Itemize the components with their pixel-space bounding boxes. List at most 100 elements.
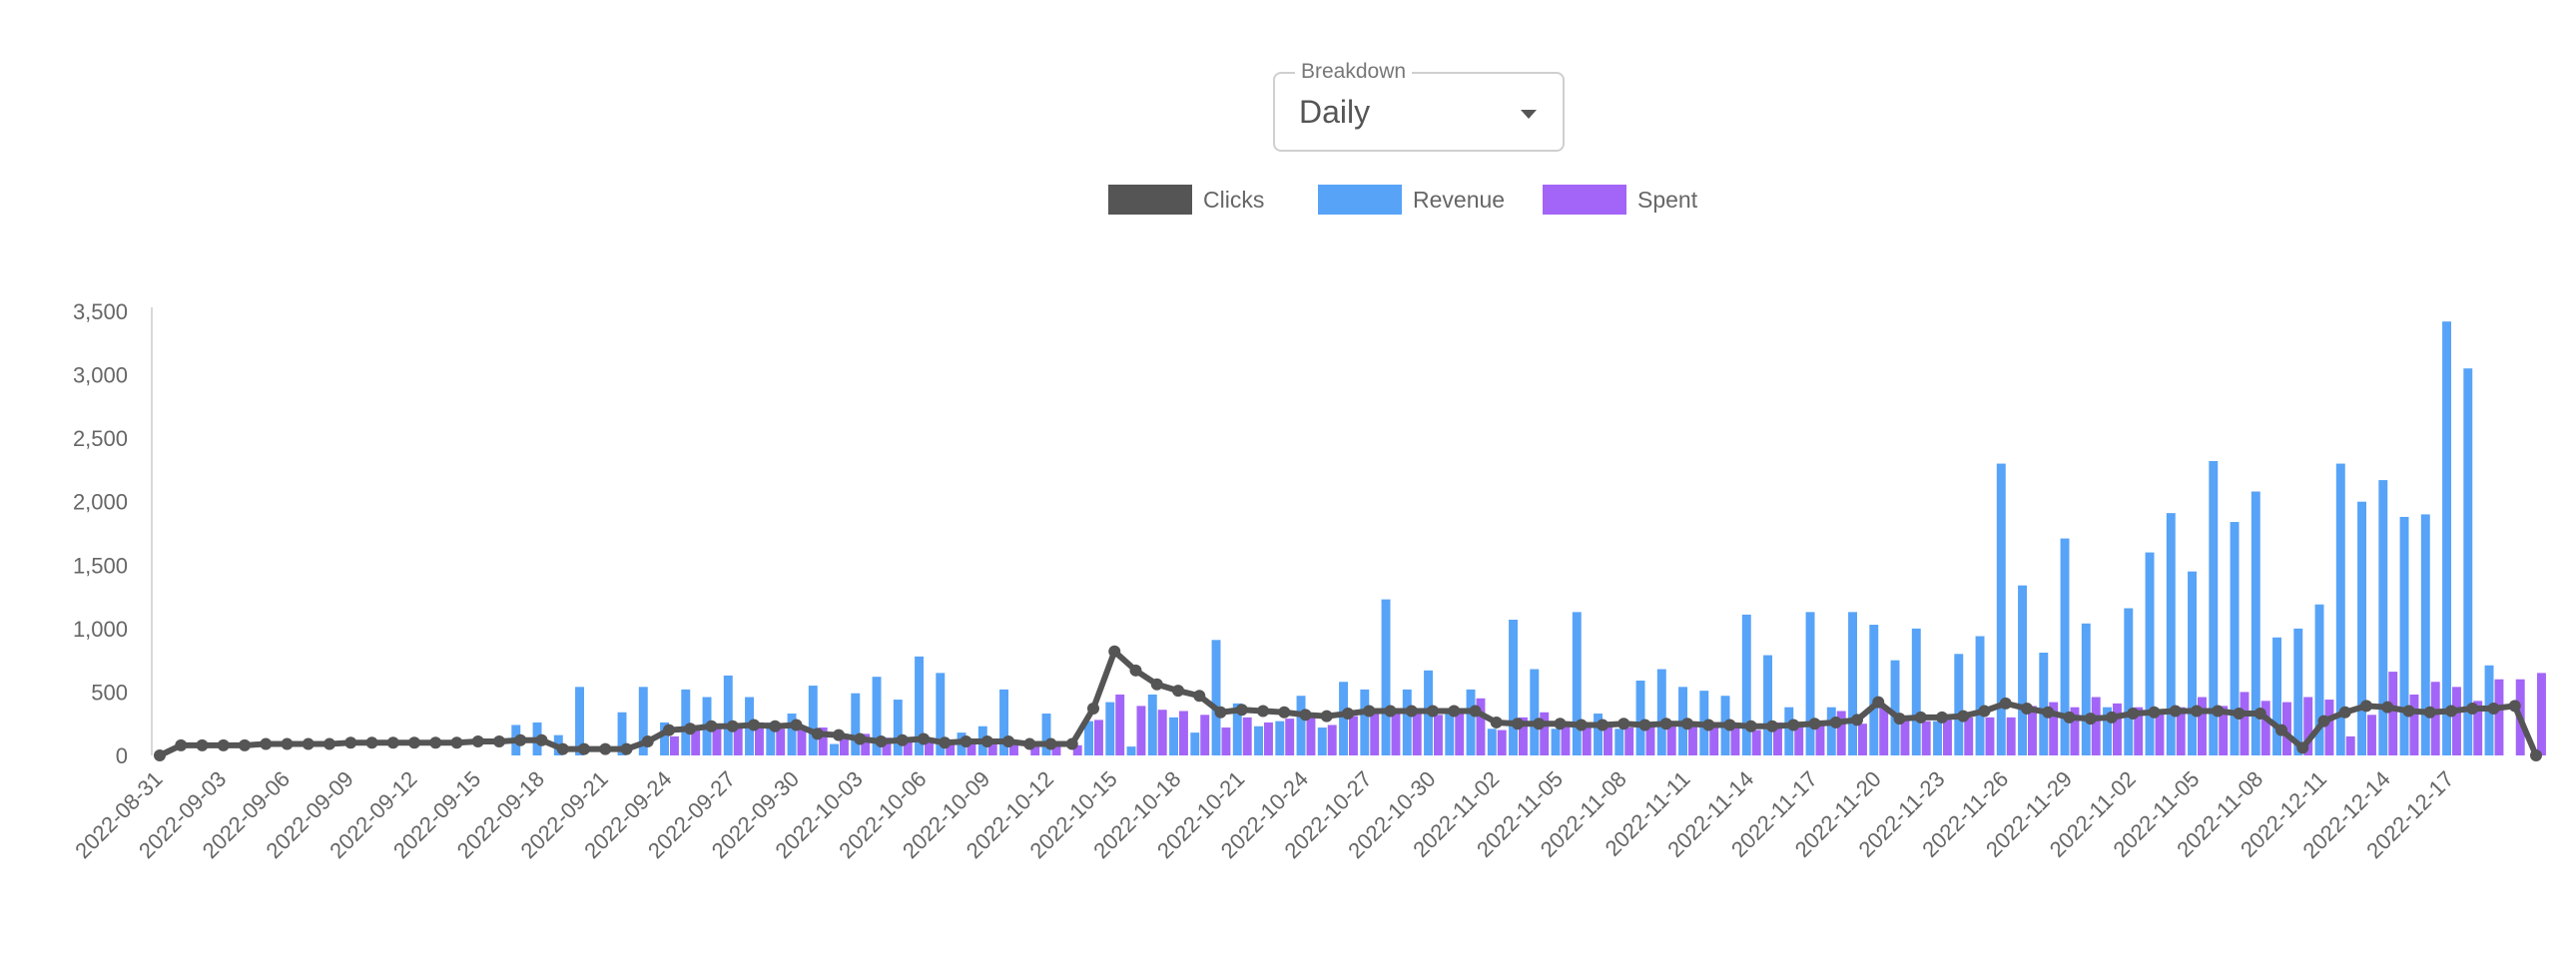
revenue-bar (1551, 728, 1561, 755)
clicks-point (1744, 720, 1757, 732)
clicks-point (2042, 706, 2055, 719)
clicks-point (2402, 705, 2415, 718)
clicks-point (684, 723, 697, 735)
spent-bar (1604, 724, 1612, 755)
clicks-point (918, 732, 930, 745)
clicks-point (493, 735, 505, 748)
revenue-bar (638, 687, 648, 755)
revenue-bar (999, 689, 1008, 755)
clicks-point (2106, 711, 2118, 724)
spent-bar (670, 735, 679, 755)
clicks-point (1597, 719, 1609, 731)
revenue-bar (1232, 703, 1242, 755)
clicks-point (1257, 705, 1269, 718)
spent-bar (2155, 710, 2165, 755)
spent-bar (1540, 712, 1550, 755)
breakdown-select[interactable]: Breakdown Daily (1273, 60, 1565, 152)
revenue-bar (1911, 628, 1921, 755)
spent-bar (1794, 727, 1804, 755)
spent-bar (1879, 706, 1889, 755)
revenue-bar (2251, 491, 2260, 755)
clicks-point (344, 736, 357, 749)
clicks-point (175, 738, 188, 751)
y-tick-label: 3,500 (73, 299, 128, 324)
clicks-point (854, 732, 867, 745)
clicks-point (599, 742, 612, 755)
spent-bar (2494, 679, 2504, 755)
spent-bar (1836, 711, 1846, 755)
spent-bar (1200, 715, 1210, 755)
clicks-point (769, 720, 782, 732)
revenue-bar (660, 722, 669, 755)
clicks-point (811, 727, 824, 740)
clicks-point (896, 733, 909, 746)
clicks-point (1469, 705, 1482, 718)
revenue-bar (1402, 689, 1412, 755)
clicks-point (2466, 702, 2479, 715)
revenue-bar (1741, 614, 1751, 755)
revenue-bar (1339, 682, 1348, 755)
clicks-point (1893, 713, 1906, 725)
clicks-point (1065, 737, 1078, 750)
revenue-bar (851, 693, 861, 755)
spent-bar (1730, 727, 1740, 755)
y-tick-label: 2,000 (73, 490, 128, 515)
spent-bar (987, 738, 997, 755)
revenue-bar (1041, 714, 1051, 755)
revenue-bar (617, 712, 627, 755)
clicks-point (1235, 704, 1248, 717)
revenue-bar (2166, 513, 2176, 755)
clicks-point (1659, 718, 1672, 730)
clicks-point (2530, 749, 2542, 761)
revenue-bar (2188, 571, 2197, 755)
spent-bar (2049, 702, 2059, 755)
clicks-point (535, 733, 548, 746)
clicks-point (154, 749, 166, 761)
clicks-point (1405, 705, 1418, 718)
clicks-point (1681, 718, 1693, 730)
revenue-bar (575, 687, 584, 755)
clicks-point (2487, 702, 2500, 715)
revenue-bar (1317, 727, 1327, 755)
spent-bar (2303, 697, 2313, 755)
spent-bar (2430, 682, 2440, 755)
clicks-point (2212, 705, 2225, 718)
spent-bar (2091, 697, 2101, 755)
spent-bar (1285, 719, 1295, 755)
revenue-bar (1466, 689, 1476, 755)
spent-bar (1943, 720, 1952, 755)
spent-bar (1157, 710, 1167, 755)
revenue-bar (915, 656, 924, 755)
spent-bar (1306, 717, 1316, 755)
revenue-bar (2378, 480, 2388, 755)
clicks-point (450, 736, 463, 749)
clicks-point (281, 737, 294, 750)
revenue-bar (2039, 653, 2049, 755)
revenue-bar (2145, 552, 2155, 755)
clicks-point (960, 735, 972, 748)
revenue-bar (1190, 732, 1200, 755)
breakdown-value: Daily (1299, 94, 1371, 130)
clicks-point (1490, 716, 1503, 728)
clicks-point (1108, 645, 1121, 658)
revenue-bar (1211, 640, 1221, 755)
revenue-bar (2272, 637, 2281, 755)
revenue-bar (766, 722, 776, 755)
spent-bar (1072, 744, 1082, 755)
clicks-point (1999, 697, 2012, 710)
clicks-point (1914, 711, 1927, 724)
clicks-point (1554, 718, 1567, 730)
revenue-bar (1614, 728, 1624, 755)
clicks-point (1299, 709, 1312, 722)
clicks-point (2254, 708, 2266, 721)
spent-bar (946, 742, 956, 755)
spent-bar (1179, 711, 1188, 755)
clicks-point (1363, 705, 1376, 718)
revenue-bar (2314, 604, 2324, 755)
revenue-bar (1848, 612, 1857, 755)
clicks-point (2338, 706, 2351, 719)
clicks-point (2317, 715, 2330, 727)
spent-bar (2345, 735, 2355, 755)
clicks-point (2021, 702, 2033, 715)
clicks-point (302, 737, 315, 750)
